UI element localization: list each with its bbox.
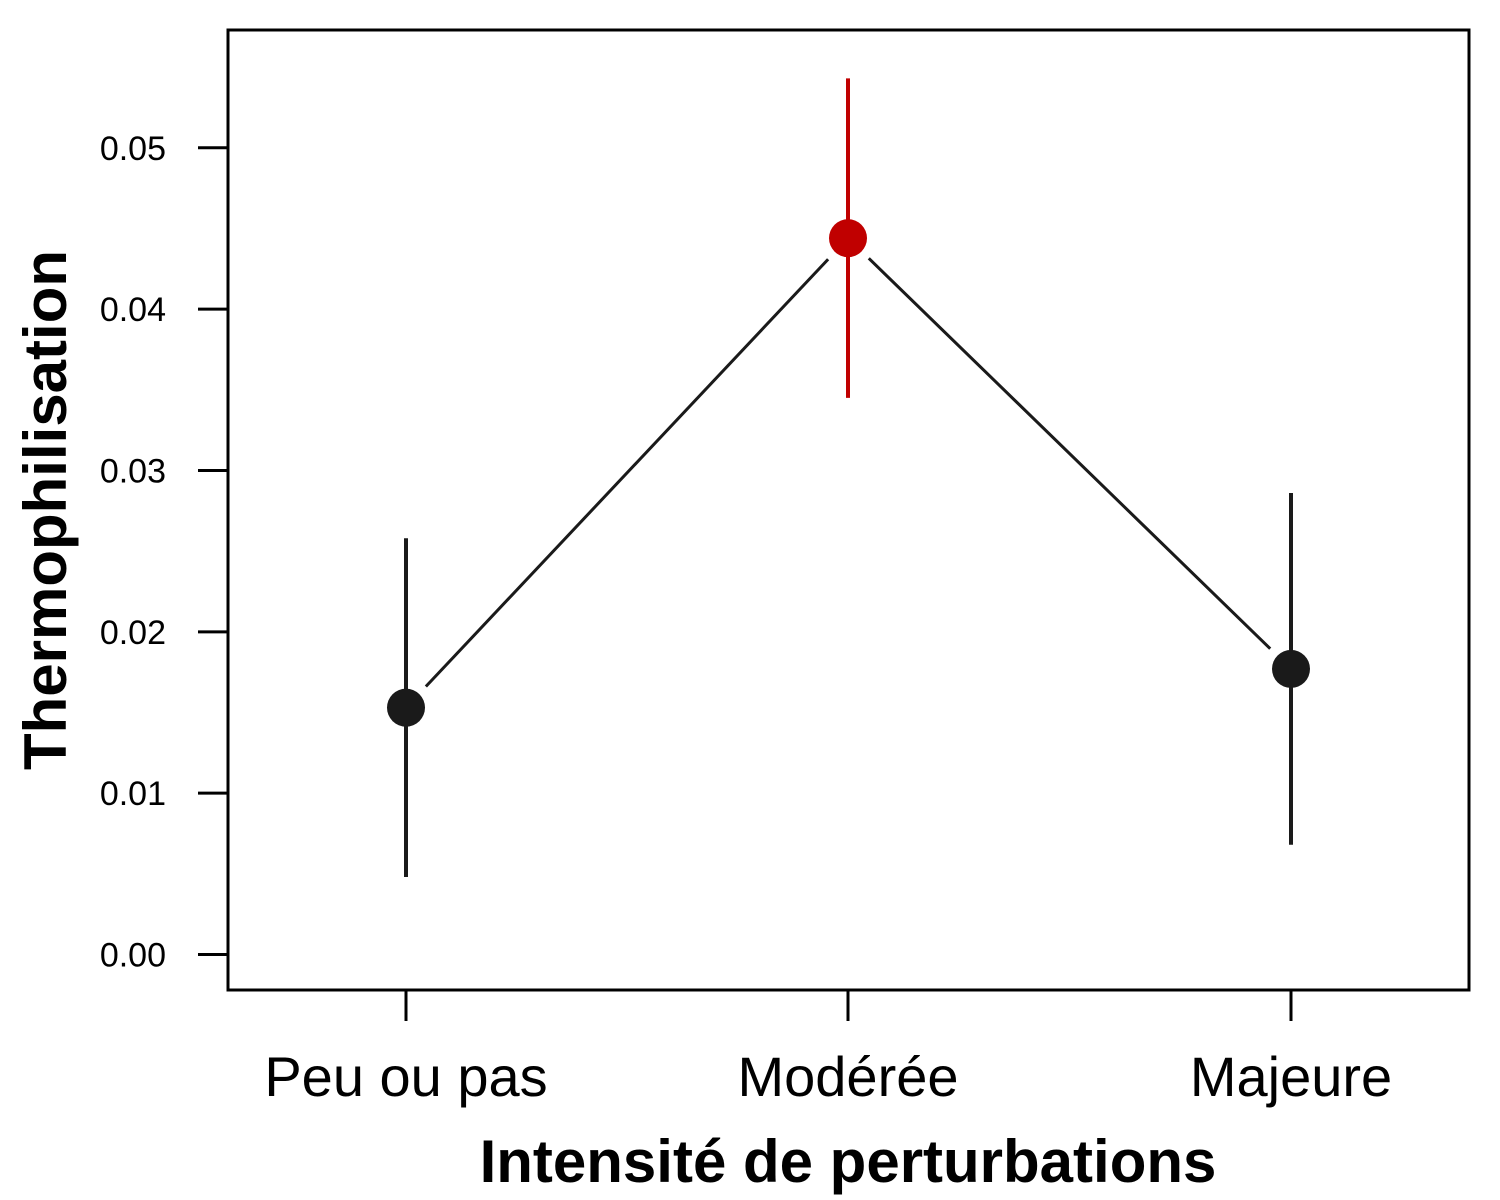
y-axis-title: Thermophilisation — [12, 250, 79, 770]
y-axis: 0.00 0.01 0.02 0.03 0.04 0.05 — [100, 130, 228, 975]
y-tick-label: 0.03 — [100, 452, 166, 490]
data-point — [387, 688, 425, 727]
x-axis-title: Intensité de perturbations — [480, 1128, 1217, 1195]
y-tick-label: 0.01 — [100, 775, 166, 813]
data-point — [829, 219, 867, 258]
connector-line — [867, 257, 1272, 650]
x-tick-label: Majeure — [1190, 1045, 1392, 1108]
connector-line — [424, 258, 830, 688]
error-bars — [404, 78, 1293, 878]
x-tick-label: Peu ou pas — [264, 1045, 547, 1108]
data-point — [1272, 649, 1310, 688]
y-tick-label: 0.04 — [100, 291, 166, 329]
x-axis: Peu ou pas Modérée Majeure — [264, 990, 1392, 1108]
y-tick-label: 0.05 — [100, 130, 166, 168]
connector-lines — [424, 257, 1272, 688]
y-tick-label: 0.00 — [100, 937, 166, 975]
x-tick-label: Modérée — [737, 1045, 958, 1108]
y-tick-label: 0.02 — [100, 614, 166, 652]
data-points — [387, 219, 1310, 727]
